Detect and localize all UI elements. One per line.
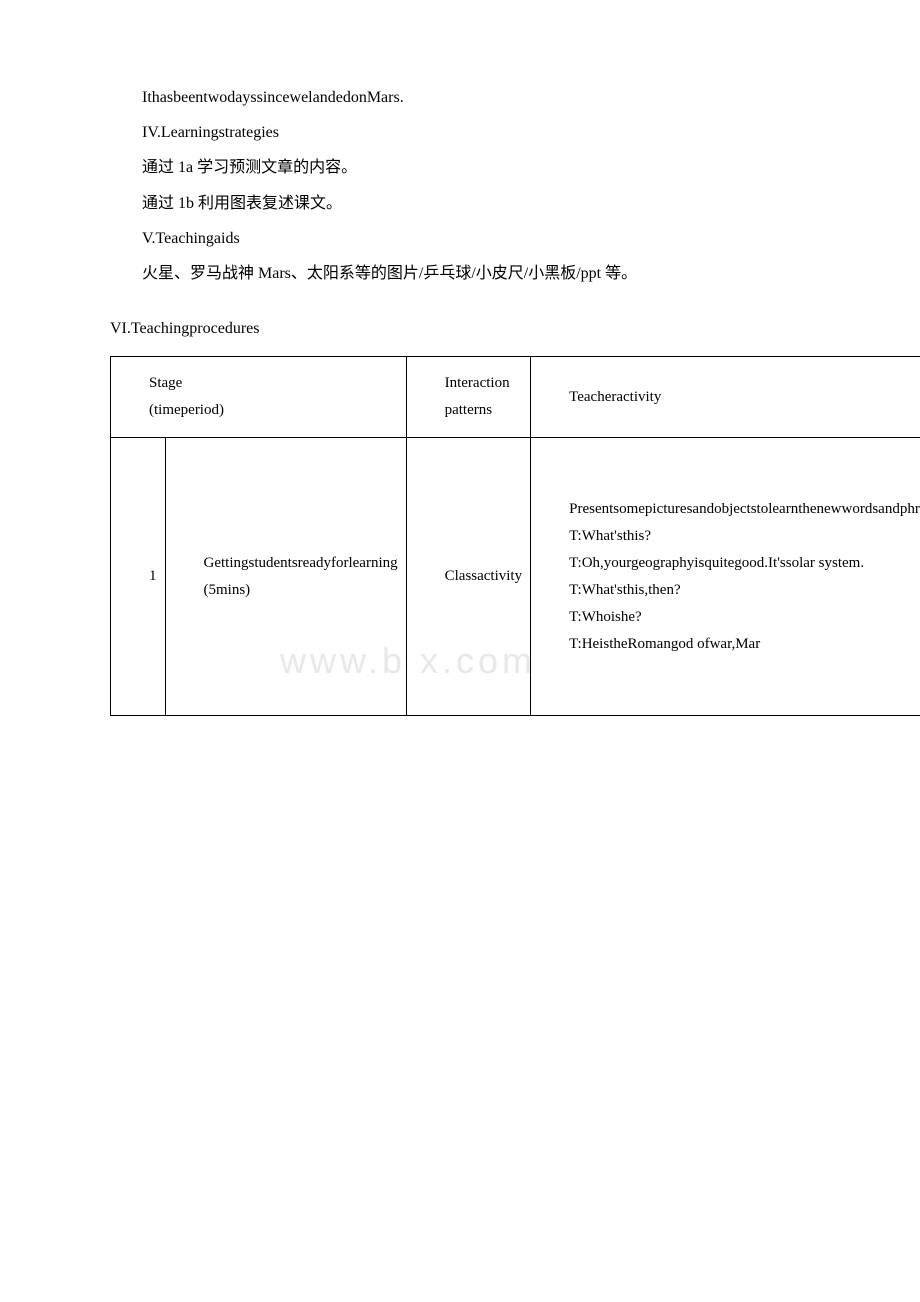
table-header-row: Stage (timeperiod) Interaction patterns … xyxy=(111,357,920,438)
pattern-text: Classactivity xyxy=(415,568,523,585)
text-line-1: IthasbeentwodayssincewelandedonMars. xyxy=(110,80,810,115)
cell-teacher-activity: Presentsomepicturesandobjectstolearnthen… xyxy=(531,438,920,716)
header-interaction-text: Interaction xyxy=(415,375,523,392)
section-heading-vi: VI.Teachingprocedures xyxy=(110,311,810,346)
table-row: 1 Gettingstudentsreadyforlearning (5mins… xyxy=(111,438,920,716)
header-stage: Stage (timeperiod) xyxy=(111,357,407,438)
text-line-4: 通过 1b 利用图表复述课文。 xyxy=(110,186,810,221)
header-patterns-text: patterns xyxy=(415,402,523,419)
header-teacher: Teacheractivity xyxy=(531,357,920,438)
row-number-text: 1 xyxy=(119,568,157,585)
header-interaction: Interaction patterns xyxy=(406,357,531,438)
cell-pattern: Classactivity xyxy=(406,438,531,716)
teaching-procedures-table: Stage (timeperiod) Interaction patterns … xyxy=(110,356,920,716)
teacher-p4: T:What'sthis,then? xyxy=(539,582,920,599)
text-line-3: 通过 1a 学习预测文章的内容。 xyxy=(110,150,810,185)
text-line-6: 火星、罗马战神 Mars、太阳系等的图片/乒乓球/小皮尺/小黑板/ppt 等。 xyxy=(110,256,810,291)
teacher-p3: T:Oh,yourgeographyisquitegood.It'ssolar … xyxy=(539,555,920,572)
teacher-p1: Presentsomepicturesandobjectstolearnthen… xyxy=(539,501,920,518)
header-timeperiod-text: (timeperiod) xyxy=(119,402,398,419)
teacher-p6: T:HeistheRomangod ofwar,Mar xyxy=(539,636,920,653)
teacher-p2: T:What'sthis? xyxy=(539,528,920,545)
text-line-5: V.Teachingaids xyxy=(110,221,810,256)
teacher-p5: T:Whoishe? xyxy=(539,609,920,626)
header-stage-text: Stage xyxy=(119,375,398,392)
cell-stage-desc: Gettingstudentsreadyforlearning (5mins) xyxy=(165,438,406,716)
stage-mins-text: (5mins) xyxy=(174,582,398,599)
stage-desc-text: Gettingstudentsreadyforlearning xyxy=(174,555,398,572)
header-teacher-text: Teacheractivity xyxy=(539,389,920,406)
cell-row-number: 1 xyxy=(111,438,166,716)
text-line-2: IV.Learningstrategies xyxy=(110,115,810,150)
